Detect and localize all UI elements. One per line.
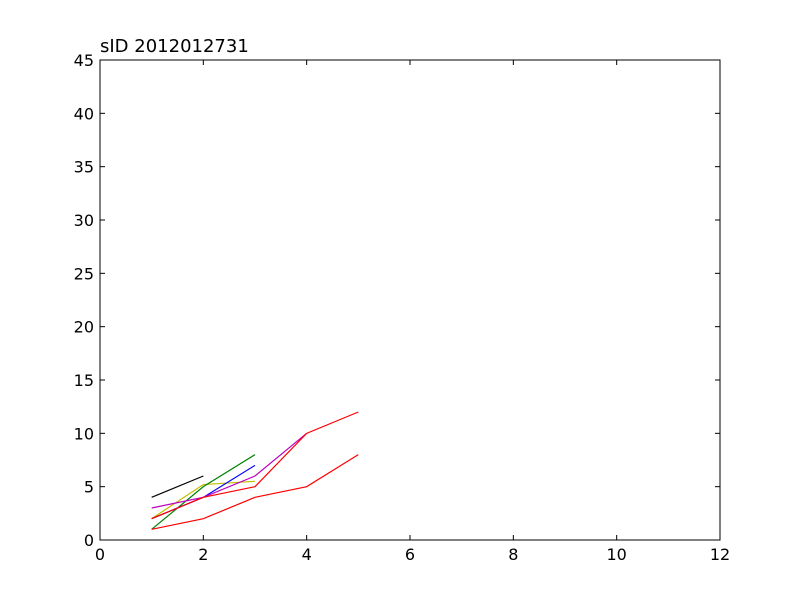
y-tick-label: 20: [74, 318, 94, 337]
x-tick-label: 10: [606, 545, 626, 564]
tick-layer: 0 2 4 6 8 10 12 0 5 10 15 20 25 30 35 40 45: [74, 51, 731, 564]
plot-frame: [99, 59, 721, 541]
series-line-3: [151, 454, 256, 530]
y-tick-label: 25: [74, 264, 94, 283]
series-layer: [151, 411, 359, 530]
y-tick-label: 15: [74, 371, 94, 390]
series-line-2: [151, 480, 256, 520]
series-line-4: [151, 464, 256, 520]
x-tick-label: 0: [95, 545, 105, 564]
y-tick-label: 45: [74, 51, 94, 70]
series-line-7: [151, 454, 359, 530]
x-tick-label: 6: [405, 545, 415, 564]
y-tick-label: 0: [84, 531, 94, 550]
chart-title: sID 2012012731: [100, 36, 249, 57]
x-tick-label: 4: [302, 545, 312, 564]
y-tick-label: 35: [74, 158, 94, 177]
x-tick-label: 2: [198, 545, 208, 564]
y-tick-label: 5: [84, 478, 94, 497]
y-tick-label: 40: [74, 104, 94, 123]
series-line-1: [151, 475, 204, 498]
series-line-5: [151, 432, 308, 509]
y-tick-label: 10: [74, 424, 94, 443]
series-line-6: [151, 411, 359, 520]
y-tick-label: 30: [74, 211, 94, 230]
x-tick-label: 8: [508, 545, 518, 564]
x-tick-label: 12: [710, 545, 730, 564]
